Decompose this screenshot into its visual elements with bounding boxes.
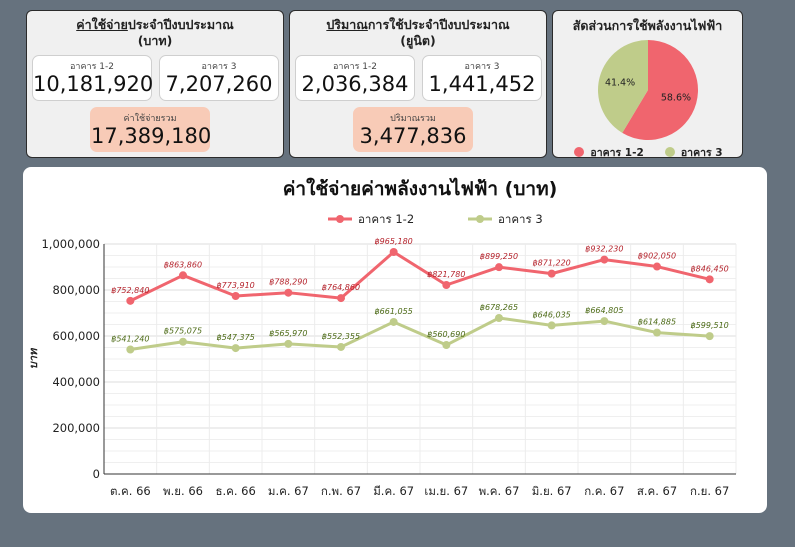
data-point-b12 [126, 296, 135, 305]
pie-legend: อาคาร 1-2 อาคาร 3 [553, 142, 744, 161]
data-point-b12 [495, 263, 503, 272]
data-point-b3 [653, 328, 661, 337]
data-label-b12: ฿863,860 [164, 260, 202, 269]
data-label-b12: ฿752,840 [111, 286, 149, 295]
y-tick-label: 1,000,000 [41, 237, 100, 251]
data-point-b3 [600, 317, 609, 326]
x-tick-label: ส.ค. 67 [637, 484, 677, 498]
y-tick-label: 600,000 [52, 329, 100, 343]
data-point-b3 [705, 332, 714, 341]
data-label-b12: ฿965,180 [375, 237, 413, 246]
data-label-b12: ฿899,250 [480, 252, 518, 261]
y-tick-label: 800,000 [52, 283, 100, 297]
data-label-b3: ฿565,970 [269, 329, 307, 338]
data-point-b3 [126, 345, 135, 354]
legend-label-b3: อาคาร 3 [498, 212, 543, 226]
pie-slice-b12 [622, 40, 698, 140]
data-label-b3: ฿541,240 [111, 335, 149, 344]
pie-legend-b3[interactable]: อาคาร 3 [664, 144, 723, 161]
data-point-b3 [284, 339, 293, 348]
pie-slice-b3 [598, 40, 648, 133]
legend-marker-b12 [336, 215, 344, 223]
data-point-b12 [705, 275, 714, 284]
y-tick-label: 0 [93, 467, 100, 481]
data-label-b3: ฿599,510 [691, 321, 729, 330]
data-point-b12 [231, 292, 240, 301]
line-chart: ค่าใช้จ่ายค่าพลังงานไฟฟ้า (บาท) อาคาร 1-2… [27, 177, 737, 498]
data-point-b12 [284, 288, 293, 297]
x-tick-label: มิ.ย. 67 [532, 484, 572, 498]
usage-card: ปริมาณการใช้ประจำปีงบประมาณ (ยูนิต) อาคา… [289, 10, 547, 158]
series-line-b12 [129, 250, 711, 303]
data-point-b12 [337, 294, 345, 303]
data-label-b3: ฿614,885 [638, 318, 676, 327]
data-label-b12: ฿871,220 [533, 259, 571, 268]
cost-card: ค่าใช้จ่ายประจำปีงบประมาณ (บาท) อาคาร 1-… [26, 10, 284, 158]
data-point-b12 [653, 262, 661, 271]
data-label-b3: ฿661,055 [375, 307, 413, 316]
data-point-b3 [231, 344, 240, 353]
data-label-b12: ฿764,860 [322, 283, 360, 292]
usage-b3-tile: อาคาร 3 1,441,452 [422, 55, 542, 101]
data-point-b3 [547, 321, 556, 330]
data-label-b12: ฿846,450 [691, 264, 729, 273]
data-point-b3 [179, 337, 187, 346]
data-point-b3 [495, 313, 503, 322]
x-tick-label: พ.ย. 66 [163, 484, 203, 498]
x-tick-label: ต.ค. 66 [110, 484, 151, 498]
legend-label-b12: อาคาร 1-2 [358, 212, 414, 226]
x-tick-label: ก.พ. 67 [321, 484, 361, 498]
data-point-b12 [547, 269, 556, 278]
pie-slice-label: 41.4% [605, 77, 635, 88]
cost-total-tile: ค่าใช้จ่ายรวม 17,389,180 [90, 107, 211, 152]
cost-card-title: ค่าใช้จ่ายประจำปีงบประมาณ (บาท) [76, 17, 234, 48]
y-tick-label: 400,000 [52, 375, 100, 389]
usage-b12-tile: อาคาร 1-2 2,036,384 [295, 55, 415, 101]
data-point-b12 [442, 280, 451, 289]
cost-b12-tile: อาคาร 1-2 10,181,920 [32, 55, 153, 101]
pie-legend-b12[interactable]: อาคาร 1-2 [574, 144, 644, 161]
data-label-b12: ฿902,050 [638, 252, 676, 261]
data-label-b3: ฿552,355 [322, 332, 360, 341]
x-tick-label: พ.ค. 67 [479, 484, 520, 498]
legend-marker-b3 [476, 215, 484, 223]
data-point-b12 [389, 248, 398, 257]
data-label-b12: ฿788,290 [269, 278, 307, 287]
data-label-b3: ฿664,805 [585, 306, 623, 315]
data-label-b12: ฿773,910 [217, 281, 255, 290]
chart-title: ค่าใช้จ่ายค่าพลังงานไฟฟ้า (บาท) [283, 177, 558, 200]
data-point-b12 [600, 255, 609, 264]
x-tick-label: เม.ย. 67 [424, 484, 468, 498]
x-tick-label: ก.ย. 67 [690, 484, 729, 498]
data-point-b3 [389, 317, 398, 326]
pie-chart: 58.6% 41.4% [598, 40, 698, 140]
data-point-b12 [179, 271, 187, 280]
data-label-b12: ฿821,780 [427, 270, 465, 279]
data-label-b3: ฿547,375 [217, 333, 255, 342]
data-point-b3 [442, 341, 451, 350]
pie-card-title: สัดส่วนการใช้พลังงานไฟฟ้า [572, 18, 723, 33]
usage-total-tile: ปริมาณรวม 3,477,836 [353, 107, 473, 152]
usage-card-title: ปริมาณการใช้ประจำปีงบประมาณ (ยูนิต) [326, 17, 510, 48]
x-tick-label: มี.ค. 67 [373, 484, 414, 498]
x-tick-label: ธ.ค. 66 [216, 484, 256, 498]
series-line-b3 [130, 316, 710, 351]
pie-legend-b3-swatch [664, 147, 675, 157]
pie-slice-label: 58.6% [661, 93, 691, 104]
cost-b3-tile: อาคาร 3 7,207,260 [159, 55, 279, 101]
y-tick-label: 200,000 [52, 421, 100, 435]
pie-card: สัดส่วนการใช้พลังงานไฟฟ้า 58.6% 41.4% อาค… [552, 10, 744, 161]
main-chart-card: ค่าใช้จ่ายค่าพลังงานไฟฟ้า (บาท) อาคาร 1-2… [23, 167, 767, 513]
data-label-b3: ฿575,075 [164, 327, 202, 336]
y-axis-title: บาท [27, 347, 40, 369]
data-point-b3 [337, 342, 345, 351]
data-label-b12: ฿932,230 [585, 245, 623, 254]
data-label-b3: ฿678,265 [480, 303, 518, 312]
x-tick-label: ม.ค. 67 [268, 484, 309, 498]
data-label-b3: ฿560,690 [427, 330, 465, 339]
pie-legend-b12-swatch [574, 147, 585, 157]
x-tick-label: ก.ค. 67 [584, 484, 624, 498]
data-label-b3: ฿646,035 [533, 310, 571, 319]
